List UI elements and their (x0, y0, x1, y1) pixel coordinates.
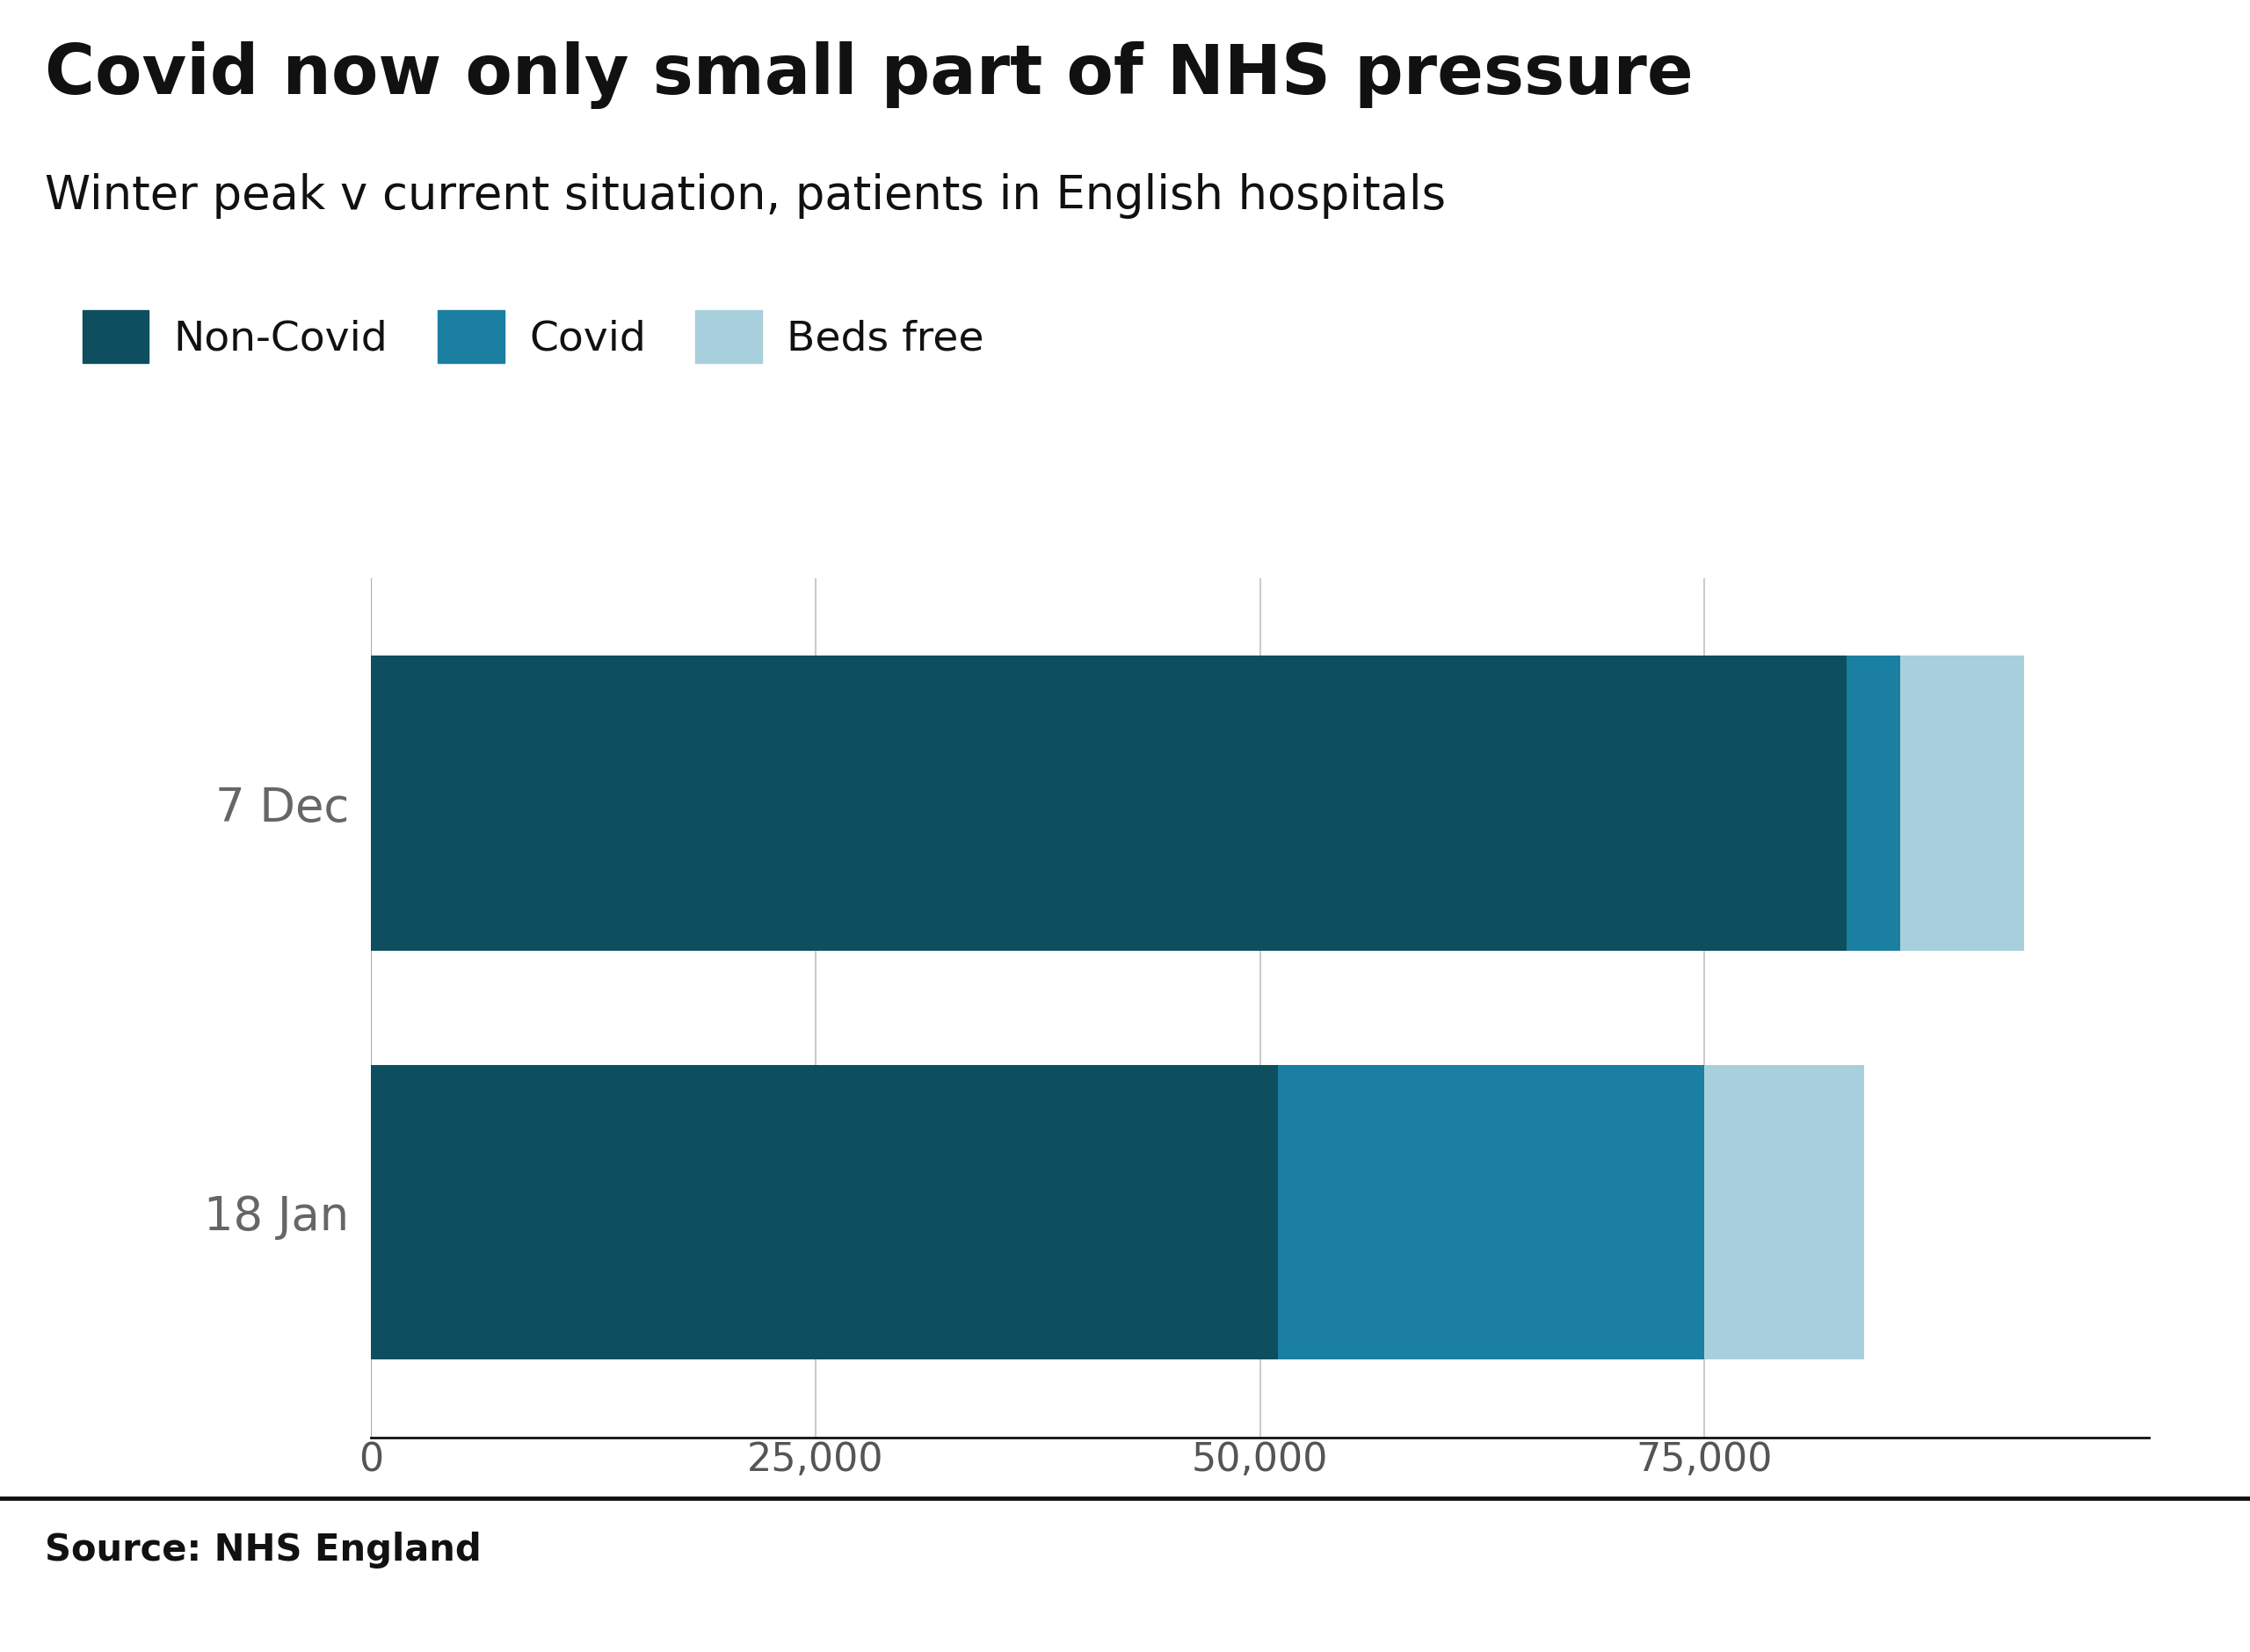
Text: Source: NHS England: Source: NHS England (45, 1531, 482, 1568)
Bar (1899, 656, 2025, 950)
Bar (1706, 1066, 1865, 1360)
Text: B: B (2054, 1546, 2095, 1596)
Bar (371, 656, 1847, 950)
Text: C: C (2146, 1546, 2187, 1596)
Text: B: B (1962, 1546, 2002, 1596)
Legend: Non-Covid, Covid, Beds free: Non-Covid, Covid, Beds free (65, 294, 1001, 380)
Text: Covid now only small part of NHS pressure: Covid now only small part of NHS pressur… (45, 41, 1694, 109)
Bar (1278, 1066, 1706, 1360)
Bar (1847, 656, 1899, 950)
Text: Winter peak v current situation, patients in English hospitals: Winter peak v current situation, patient… (45, 173, 1447, 220)
Bar (371, 1066, 1278, 1360)
